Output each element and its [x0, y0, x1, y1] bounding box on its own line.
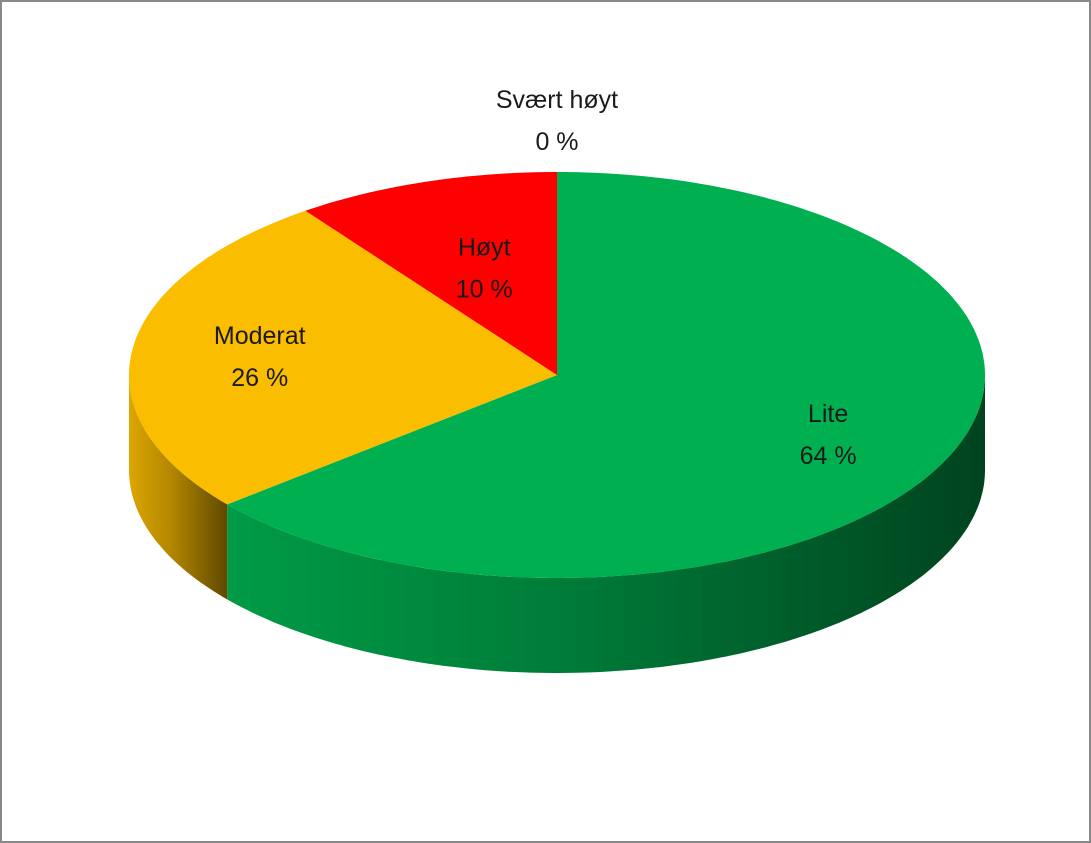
side-shade	[227, 375, 985, 673]
value-label: 64 %	[800, 442, 857, 470]
slice-label: Svært høyt	[496, 86, 618, 114]
value-label: 10 %	[456, 275, 513, 303]
pie-slice	[129, 210, 557, 505]
slice-label: Høyt	[458, 233, 511, 261]
pie-slice	[227, 172, 985, 578]
side-shade	[129, 375, 228, 600]
pie-slice	[305, 172, 557, 375]
value-label: 0 %	[535, 128, 578, 156]
slice-label: Lite	[808, 400, 848, 428]
value-label: 26 %	[231, 364, 288, 392]
slice-label: Moderat	[214, 322, 306, 350]
